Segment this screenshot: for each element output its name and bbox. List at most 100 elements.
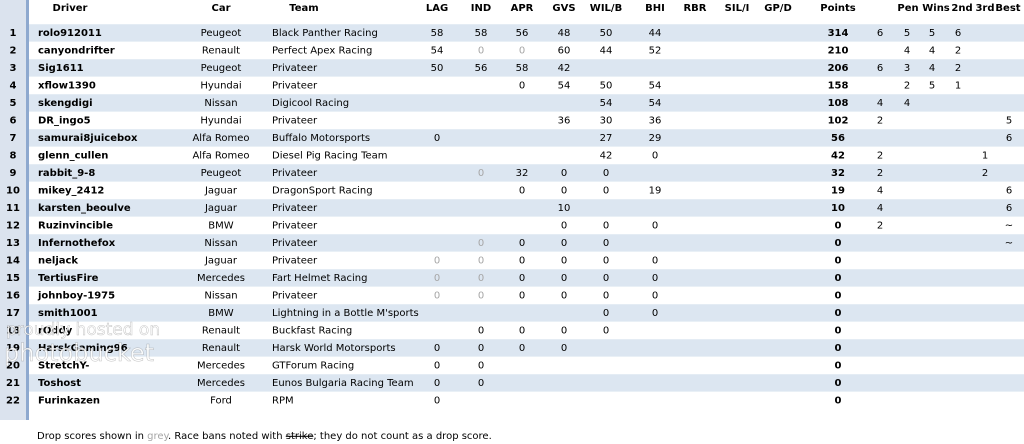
cell: 0	[519, 46, 525, 57]
position: 1	[10, 28, 17, 39]
row-background	[29, 356, 1024, 375]
cell: 0	[835, 308, 842, 319]
cell: 0	[519, 291, 525, 302]
cell: Nissan	[204, 291, 237, 302]
cell: 2	[982, 168, 988, 179]
cell: Privateer	[272, 256, 318, 267]
cell: 4	[904, 46, 910, 57]
cell: 206	[828, 63, 849, 74]
cell: 56	[475, 63, 488, 74]
cell: Black Panther Racing	[272, 28, 378, 39]
row-background	[29, 216, 1024, 235]
cell: 30	[600, 116, 613, 127]
cell: 0	[835, 361, 842, 372]
cell: 32	[516, 168, 529, 179]
cell: 6	[877, 63, 883, 74]
cell: 0	[519, 256, 525, 267]
row-background	[29, 129, 1024, 147]
cell: 2	[955, 46, 961, 57]
cell: 0	[835, 343, 842, 354]
cell: 0	[519, 273, 525, 284]
cell: 48	[558, 28, 571, 39]
cell: 0	[561, 168, 567, 179]
column-header: LAG	[426, 3, 448, 14]
cell: 54	[558, 81, 571, 92]
row-background	[29, 59, 1024, 77]
column-header: Best	[995, 3, 1020, 14]
cell: Buffalo Motorsports	[272, 133, 370, 144]
cell: 10	[831, 203, 845, 214]
cell: 108	[828, 98, 849, 109]
cell: 44	[649, 28, 662, 39]
cell: 27	[600, 133, 613, 144]
cell: 0	[519, 186, 525, 197]
cell: 54	[649, 81, 662, 92]
cell: 0	[561, 326, 567, 337]
row-background	[29, 181, 1024, 200]
position: 16	[6, 291, 20, 302]
cell: 0	[519, 238, 525, 249]
cell: Privateer	[272, 291, 318, 302]
cell: 4	[877, 203, 883, 214]
column-header: RBR	[683, 3, 706, 14]
driver-name: glenn_cullen	[38, 151, 108, 162]
cell: Renault	[202, 46, 240, 57]
cell: 0	[478, 291, 484, 302]
cell: 5	[904, 28, 910, 39]
cell: 6	[1006, 133, 1012, 144]
driver-name: rOddy	[38, 326, 73, 337]
cell: 2	[904, 81, 910, 92]
cell: 0	[561, 273, 567, 284]
cell: 5	[929, 81, 935, 92]
cell: 0	[835, 221, 842, 232]
cell: Privateer	[272, 63, 318, 74]
row-background	[29, 251, 1024, 270]
column-header: Driver	[53, 3, 88, 14]
position: 21	[6, 378, 20, 389]
cell: Mercedes	[197, 273, 245, 284]
driver-name: samurai8juicebox	[38, 133, 138, 144]
cell: 314	[828, 28, 849, 39]
cell: Buckfast Racing	[272, 326, 352, 337]
cell: 0	[561, 256, 567, 267]
cell: 6	[1006, 186, 1012, 197]
cell: 54	[649, 98, 662, 109]
cell: 0	[603, 308, 609, 319]
column-header: GP/D	[764, 3, 792, 14]
cell: 0	[478, 238, 484, 249]
cell: 42	[600, 151, 613, 162]
row-background	[29, 41, 1024, 60]
cell: 0	[478, 361, 484, 372]
cell: 0	[652, 273, 658, 284]
cell: 0	[652, 291, 658, 302]
cell: 2	[955, 63, 961, 74]
row-background	[29, 304, 1024, 322]
cell: Peugeot	[201, 168, 242, 179]
row-background	[29, 111, 1024, 130]
driver-name: Infernothefox	[38, 238, 116, 249]
cell: 0	[519, 81, 525, 92]
cell: 0	[434, 273, 440, 284]
column-header: 2nd	[951, 3, 972, 14]
cell: 2	[877, 221, 883, 232]
driver-name: mikey_2412	[38, 186, 104, 197]
position: 20	[6, 361, 20, 372]
position: 22	[6, 396, 20, 407]
cell: 58	[475, 28, 488, 39]
cell: 4	[904, 98, 910, 109]
cell: 0	[478, 273, 484, 284]
cell: BMW	[208, 221, 233, 232]
cell: 42	[831, 151, 845, 162]
cell: Privateer	[272, 203, 318, 214]
cell: RPM	[272, 396, 294, 407]
position: 3	[10, 63, 17, 74]
cell: 32	[831, 168, 845, 179]
cell: 42	[558, 63, 571, 74]
cell: 0	[603, 256, 609, 267]
row-background	[29, 269, 1024, 287]
cell: Mercedes	[197, 378, 245, 389]
cell: 0	[652, 308, 658, 319]
cell: 2	[877, 151, 883, 162]
index-column	[0, 0, 26, 420]
cell: 0	[434, 256, 440, 267]
